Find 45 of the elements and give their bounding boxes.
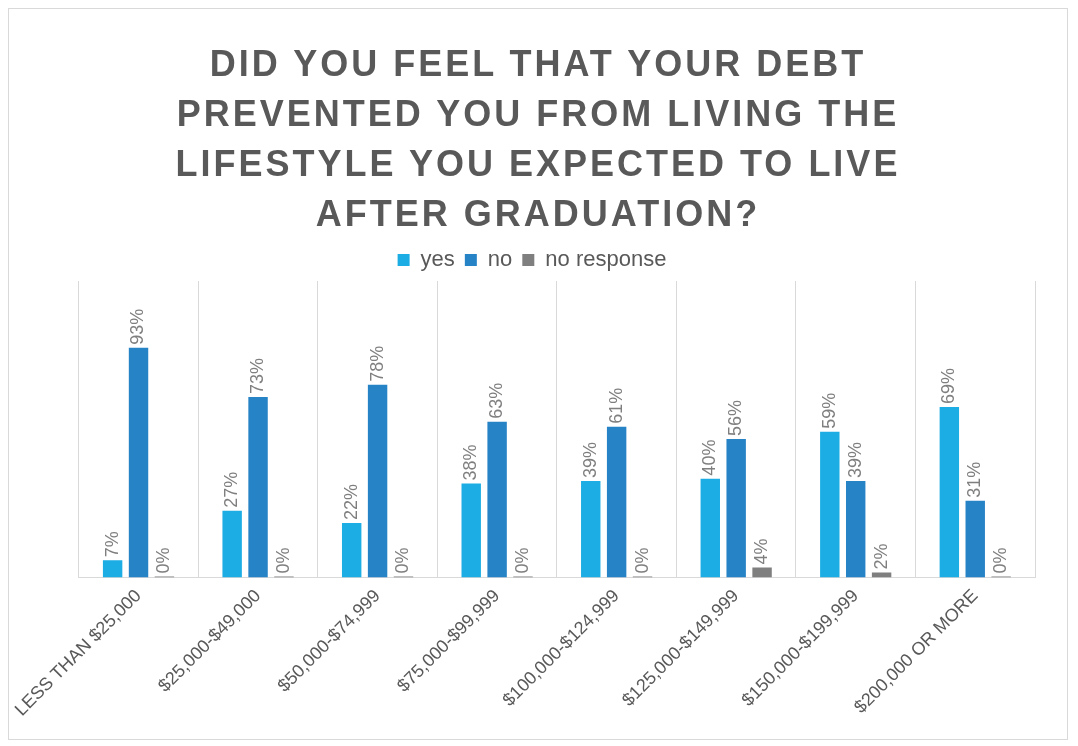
data-label: 73% [247, 358, 268, 395]
bar [726, 439, 746, 578]
chart-title: DID YOU FEEL THAT YOUR DEBT PREVENTED YOU FROM LIVING THE LIFESTYLE YOU EXPECTED TO LIVE AFTER GRADUATION? [174, 42, 902, 236]
data-label: 31% [964, 461, 985, 498]
data-label: 61% [605, 387, 626, 424]
data-label: 93% [127, 308, 148, 345]
data-label: 40% [699, 439, 720, 476]
bar [222, 510, 242, 578]
bar [939, 406, 960, 578]
bar [487, 421, 507, 578]
data-label: 56% [725, 400, 746, 437]
data-label: 22% [340, 484, 361, 521]
data-label: 63% [486, 382, 507, 419]
bar [700, 478, 720, 578]
bar [581, 481, 601, 578]
data-label: 0% [153, 547, 174, 574]
data-label: 78% [366, 345, 387, 382]
bar [341, 523, 362, 578]
data-label: 27% [221, 471, 242, 508]
data-label: 4% [751, 538, 772, 565]
legend-label: no [487, 246, 513, 272]
bar [102, 560, 123, 578]
bar [367, 384, 388, 578]
data-label: 2% [870, 543, 891, 570]
data-label: 7% [101, 531, 122, 558]
bar [845, 481, 866, 578]
data-label: 38% [460, 444, 481, 481]
data-label: 0% [631, 547, 652, 574]
bar [606, 426, 627, 578]
data-label: 39% [579, 442, 600, 479]
data-label: 39% [844, 442, 865, 479]
data-label: 0% [272, 547, 293, 574]
bar [965, 500, 985, 578]
data-label: 0% [511, 547, 532, 574]
bar [461, 483, 481, 578]
bar [128, 347, 149, 578]
bar [752, 567, 772, 578]
legend-label: no response [545, 246, 667, 272]
data-label: 0% [990, 547, 1011, 574]
bar [820, 431, 840, 578]
data-label: 69% [938, 367, 959, 404]
data-label: 59% [818, 392, 839, 429]
data-label: 0% [392, 547, 413, 574]
bar [248, 397, 268, 578]
legend-label: yes [420, 246, 455, 272]
